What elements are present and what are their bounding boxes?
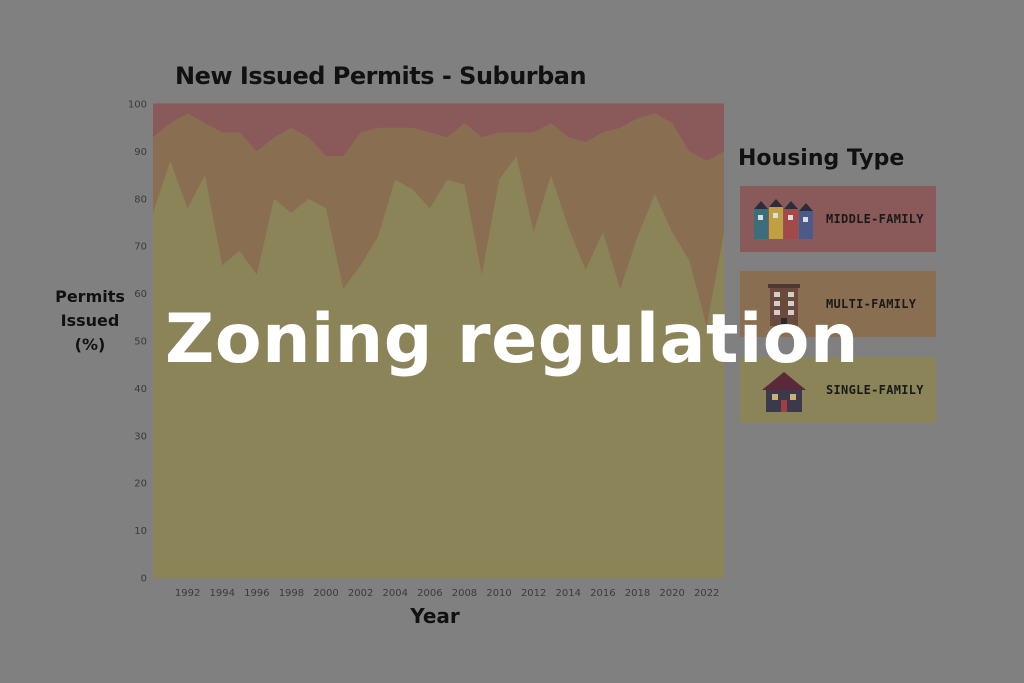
legend-label: MULTI-FAMILY [826,297,917,311]
x-tick-label: 2016 [590,588,615,599]
y-tick-label: 50 [134,337,147,348]
legend-item-middle-family: MIDDLE-FAMILY [740,186,936,252]
y-tick-label: 20 [134,479,147,490]
y-tick-label: 30 [134,431,147,442]
y-axis-label-line: (%) [74,335,106,354]
legend-item-multi-family: MULTI-FAMILY [740,271,936,337]
area-single-family [153,156,724,578]
y-tick-label: 80 [134,194,147,205]
y-axis-label: Permits Issued (%) [40,285,140,357]
x-tick-label: 2002 [348,588,373,599]
row-houses-icon [754,199,813,239]
single-house-icon [762,372,806,412]
y-axis-ticks: 0 10 20 30 40 50 60 70 80 90 100 [128,100,147,585]
area-middle-family [153,104,724,161]
x-tick-label: 2010 [486,588,511,599]
legend-label: MIDDLE-FAMILY [826,212,924,226]
x-tick-label: 2020 [659,588,684,599]
overlay-caption: Zoning regulation [165,300,859,379]
legend-item-single-family: SINGLE-FAMILY [740,357,936,423]
y-axis-label-line: Permits [55,287,125,306]
legend-title: Housing Type [738,146,905,171]
chart-title: New Issued Permits - Suburban [175,62,587,90]
y-tick-label: 70 [134,242,147,253]
apartment-building-icon [768,284,800,326]
x-tick-label: 2000 [313,588,338,599]
y-tick-label: 90 [134,147,147,158]
x-tick-label: 1998 [279,588,304,599]
x-axis-label: Year [410,604,460,628]
area-multi-family [153,113,724,327]
x-tick-label: 2004 [383,588,408,599]
x-tick-label: 1996 [244,588,269,599]
x-tick-label: 2008 [452,588,477,599]
y-tick-label: 40 [134,384,147,395]
x-axis-ticks: 1992 1994 1996 1998 2000 2002 2004 2006 2008 2010… [175,588,720,599]
x-tick-label: 2014 [556,588,581,599]
legend-label: SINGLE-FAMILY [826,383,924,397]
x-tick-label: 2022 [694,588,719,599]
y-tick-label: 100 [128,100,147,111]
y-tick-label: 0 [141,574,147,585]
x-tick-label: 1994 [209,588,234,599]
area-series-group [152,103,725,578]
y-tick-label: 60 [134,289,147,300]
x-tick-label: 1992 [175,588,200,599]
x-tick-label: 2018 [625,588,650,599]
y-axis-label-line: Issued [60,311,120,330]
y-tick-label: 10 [134,526,147,537]
x-tick-label: 2006 [417,588,442,599]
x-tick-label: 2012 [521,588,546,599]
